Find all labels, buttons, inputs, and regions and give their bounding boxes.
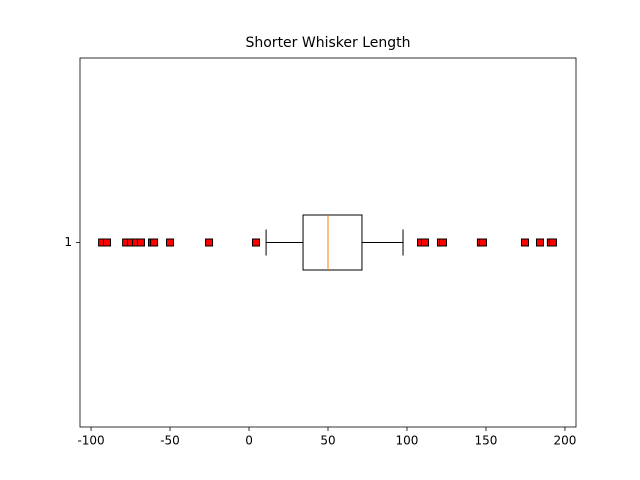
- flier: [136, 238, 145, 247]
- flier: [251, 238, 260, 247]
- flier: [166, 238, 175, 247]
- flier: [438, 238, 447, 247]
- x-tick-label: 150: [475, 434, 498, 448]
- flier: [548, 238, 557, 247]
- flier: [205, 238, 214, 247]
- x-tick-label: 100: [396, 434, 419, 448]
- chart-title: Shorter Whisker Length: [245, 35, 410, 51]
- flier: [420, 238, 429, 247]
- flier: [150, 238, 159, 247]
- x-tick-label: -100: [77, 434, 104, 448]
- flier: [478, 238, 487, 247]
- box: [302, 214, 363, 271]
- x-tick-label: 50: [320, 434, 335, 448]
- flier: [520, 238, 529, 247]
- x-tick-label: 0: [245, 434, 253, 448]
- y-tick-label: 1: [64, 235, 72, 249]
- flier: [535, 238, 544, 247]
- x-tick-label: 200: [553, 434, 576, 448]
- flier: [103, 238, 112, 247]
- plot-frame: [79, 57, 577, 428]
- x-tick-label: -50: [160, 434, 180, 448]
